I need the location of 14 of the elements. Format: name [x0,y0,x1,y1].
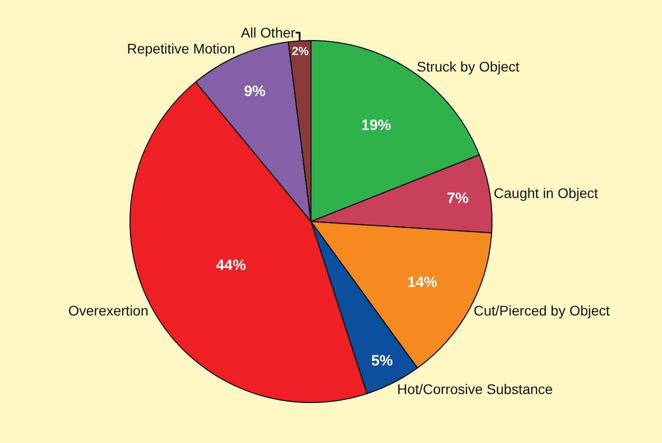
data-label: 44% [216,256,246,274]
data-label: 19% [361,117,392,134]
data-label: 7% [446,190,469,207]
data-label: 9% [244,83,266,100]
slice-label: Struck by Object [416,58,520,74]
data-label: 14% [407,274,438,292]
slice-label: Hot/Corrosive Substance [397,381,554,398]
slice-label: Repetitive Motion [126,40,236,57]
slice-label: All Other [240,24,296,41]
slice-label: Cut/Pierced by Object [474,302,610,319]
data-label: 5% [371,352,393,370]
slice-label: Overexertion [68,302,148,319]
data-label: 2% [292,45,310,58]
slice-label: Caught in Object [494,184,598,201]
